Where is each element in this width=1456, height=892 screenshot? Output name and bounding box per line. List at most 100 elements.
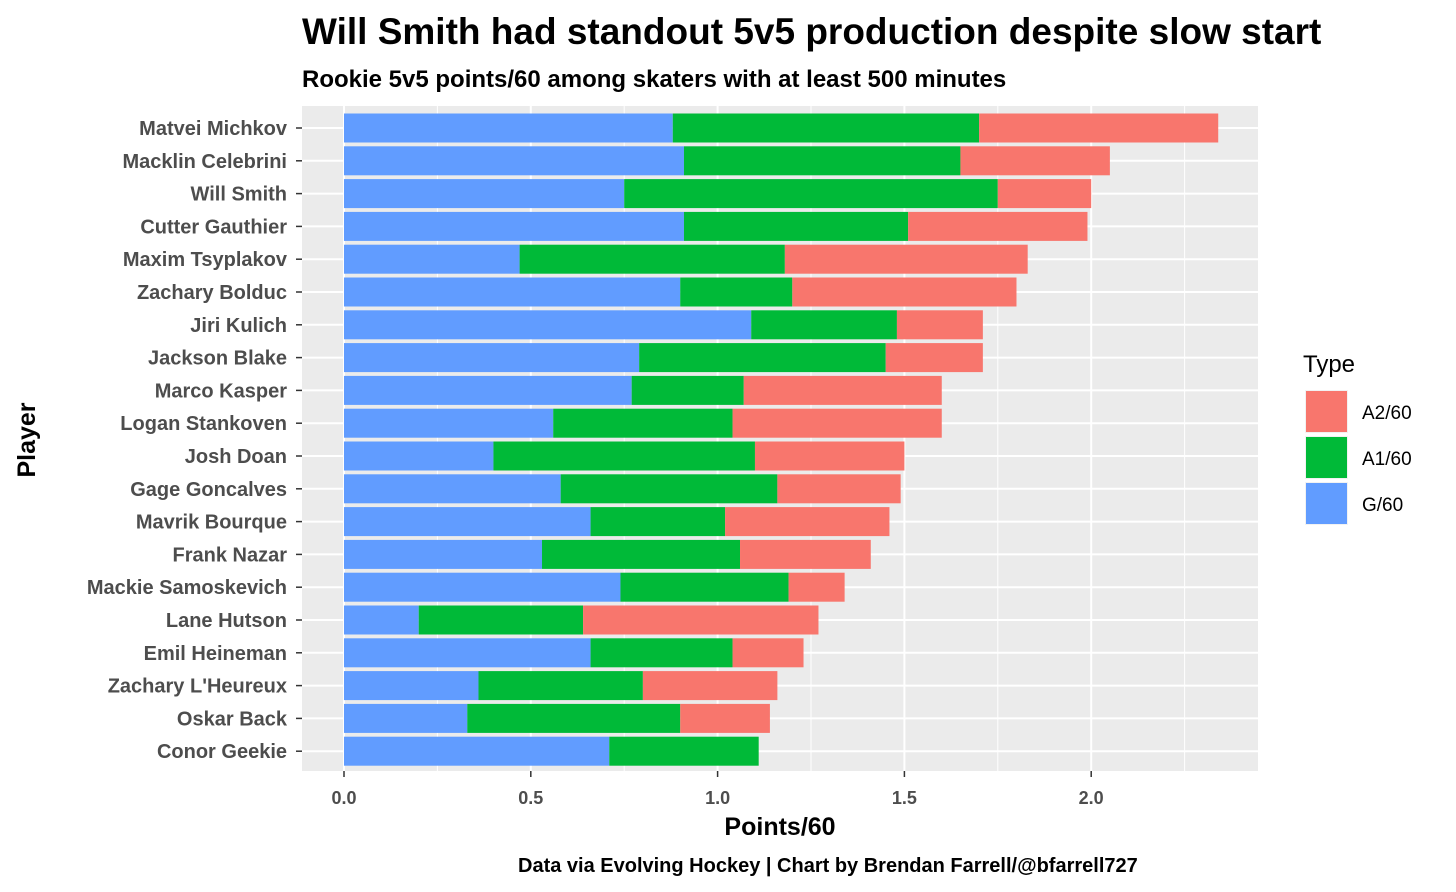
y-axis-ticks: Matvei Michkov Macklin Celebrini Will Smit… — [87, 118, 302, 763]
bar-a2-per-60 — [997, 179, 1092, 209]
bar-a1-per-60 — [672, 113, 980, 143]
bar-a1-per-60 — [683, 146, 961, 176]
bar-a1-per-60 — [639, 343, 886, 373]
y-tick-label: Macklin Celebrini — [123, 151, 288, 173]
y-tick-label: Will Smith — [191, 184, 287, 206]
bar-a1-per-60 — [553, 408, 733, 438]
legend-label: A1/60 — [1362, 449, 1412, 470]
bar-a1-per-60 — [560, 474, 778, 504]
bar-a2-per-60 — [788, 572, 845, 602]
x-tick-label: 2.0 — [1079, 788, 1104, 808]
y-tick-label: Lane Hutson — [166, 610, 287, 632]
bar-g-per-60 — [344, 179, 625, 209]
bar-a2-per-60 — [583, 605, 819, 635]
bar-a1-per-60 — [542, 539, 741, 569]
bar-a1-per-60 — [590, 638, 733, 668]
bar-a2-per-60 — [732, 408, 942, 438]
bar-g-per-60 — [344, 146, 684, 176]
bar-a2-per-60 — [732, 638, 804, 668]
bar-a1-per-60 — [590, 507, 726, 537]
x-tick-label: 1.5 — [892, 788, 917, 808]
bar-g-per-60 — [344, 277, 681, 307]
bar-a1-per-60 — [467, 703, 681, 733]
legend: Type A2/60 A1/60 G/60 — [1303, 351, 1412, 525]
y-tick-label: Logan Stankoven — [120, 413, 287, 435]
legend-label: G/60 — [1362, 495, 1403, 516]
bar-a2-per-60 — [680, 703, 770, 733]
chart-title: Will Smith had standout 5v5 production d… — [302, 11, 1321, 52]
bar-g-per-60 — [344, 375, 632, 405]
bar-g-per-60 — [344, 507, 591, 537]
y-tick-label: Oskar Back — [177, 708, 288, 730]
bar-g-per-60 — [344, 605, 419, 635]
y-tick-label: Zachary L'Heureux — [108, 676, 287, 698]
y-tick-label: Emil Heineman — [144, 643, 287, 665]
y-tick-label: Gage Goncalves — [130, 479, 287, 501]
bar-g-per-60 — [344, 638, 591, 668]
bar-a2-per-60 — [979, 113, 1219, 143]
y-tick-label: Zachary Bolduc — [137, 282, 287, 304]
bars — [344, 113, 1219, 766]
bar-a2-per-60 — [642, 671, 778, 701]
y-tick-label: Jiri Kulich — [190, 315, 287, 337]
y-tick-label: Mackie Samoskevich — [87, 577, 287, 599]
bar-a1-per-60 — [683, 211, 909, 241]
legend-swatch — [1306, 483, 1347, 524]
y-axis-title: Player — [13, 402, 41, 477]
bar-g-per-60 — [344, 113, 673, 143]
y-tick-label: Conor Geekie — [157, 741, 287, 763]
bar-g-per-60 — [344, 474, 561, 504]
bar-g-per-60 — [344, 408, 554, 438]
bar-a1-per-60 — [493, 441, 755, 471]
bar-g-per-60 — [344, 703, 468, 733]
bar-a2-per-60 — [792, 277, 1017, 307]
bar-a1-per-60 — [478, 671, 643, 701]
bar-a2-per-60 — [743, 375, 942, 405]
y-tick-label: Matvei Michkov — [139, 118, 288, 140]
x-tick-label: 0.0 — [331, 788, 356, 808]
x-axis-title: Points/60 — [724, 813, 835, 841]
bar-a2-per-60 — [784, 244, 1028, 274]
y-tick-label: Maxim Tsyplakov — [123, 249, 288, 271]
bar-a2-per-60 — [908, 211, 1088, 241]
legend-title: Type — [1303, 351, 1355, 378]
bar-g-per-60 — [344, 211, 684, 241]
bar-a1-per-60 — [609, 736, 759, 766]
bar-g-per-60 — [344, 572, 621, 602]
legend-swatch — [1306, 437, 1347, 478]
bar-g-per-60 — [344, 244, 520, 274]
y-tick-label: Josh Doan — [185, 446, 287, 468]
bar-g-per-60 — [344, 539, 543, 569]
y-tick-label: Jackson Blake — [148, 348, 287, 370]
bar-a1-per-60 — [631, 375, 744, 405]
bar-a2-per-60 — [754, 441, 905, 471]
bar-g-per-60 — [344, 441, 494, 471]
bar-a1-per-60 — [624, 179, 998, 209]
chart-subtitle: Rookie 5v5 points/60 among skaters with … — [302, 66, 1006, 93]
bar-g-per-60 — [344, 671, 479, 701]
bar-a2-per-60 — [740, 539, 871, 569]
bar-a2-per-60 — [725, 507, 890, 537]
bar-g-per-60 — [344, 310, 752, 340]
bar-a2-per-60 — [777, 474, 901, 504]
legend-swatch — [1306, 391, 1347, 432]
bar-g-per-60 — [344, 343, 640, 373]
bar-a2-per-60 — [896, 310, 983, 340]
y-tick-label: Marco Kasper — [155, 380, 287, 402]
x-axis-ticks: 0.0 0.5 1.0 1.5 2.0 — [331, 771, 1104, 808]
y-tick-label: Frank Nazar — [173, 544, 288, 566]
y-tick-label: Mavrik Bourque — [136, 512, 287, 534]
y-tick-label: Cutter Gauthier — [140, 216, 287, 238]
chart-caption: Data via Evolving Hockey | Chart by Bren… — [518, 855, 1138, 877]
x-tick-label: 0.5 — [518, 788, 543, 808]
bar-a1-per-60 — [751, 310, 897, 340]
bar-a2-per-60 — [960, 146, 1110, 176]
legend-label: A2/60 — [1362, 403, 1412, 424]
bar-a1-per-60 — [680, 277, 793, 307]
x-tick-label: 1.0 — [705, 788, 730, 808]
bar-g-per-60 — [344, 736, 610, 766]
bar-a2-per-60 — [885, 343, 983, 373]
bar-a1-per-60 — [418, 605, 584, 635]
bar-a1-per-60 — [519, 244, 785, 274]
